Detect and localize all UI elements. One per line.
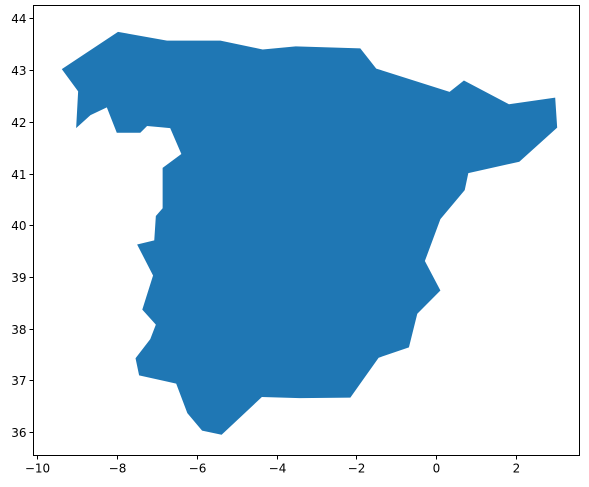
y-tick-label: 39 bbox=[11, 271, 26, 285]
x-tick-label: −10 bbox=[25, 462, 50, 476]
plot-area bbox=[61, 31, 558, 435]
y-tick-label: 38 bbox=[11, 323, 26, 337]
y-tick-label: 36 bbox=[11, 426, 26, 440]
country-polygon bbox=[61, 31, 558, 435]
x-tick-label: 0 bbox=[433, 462, 441, 476]
y-tick-label: 41 bbox=[11, 168, 26, 182]
x-tick-label: −4 bbox=[269, 462, 287, 476]
y-tick-label: 44 bbox=[11, 12, 26, 26]
y-tick-label: 37 bbox=[11, 374, 26, 388]
y-tick-label: 42 bbox=[11, 116, 26, 130]
y-tick-label: 40 bbox=[11, 219, 26, 233]
axes: −10 −8 −6 −4 −2 0 2 36 37 38 39 40 41 42 43 44 bbox=[11, 5, 580, 476]
axes-frame bbox=[33, 5, 580, 456]
x-tick-label: −8 bbox=[109, 462, 127, 476]
x-tick-label: −6 bbox=[189, 462, 207, 476]
x-tick-label: 2 bbox=[513, 462, 521, 476]
x-tick-label: −2 bbox=[348, 462, 366, 476]
y-tick-label: 43 bbox=[11, 64, 26, 78]
